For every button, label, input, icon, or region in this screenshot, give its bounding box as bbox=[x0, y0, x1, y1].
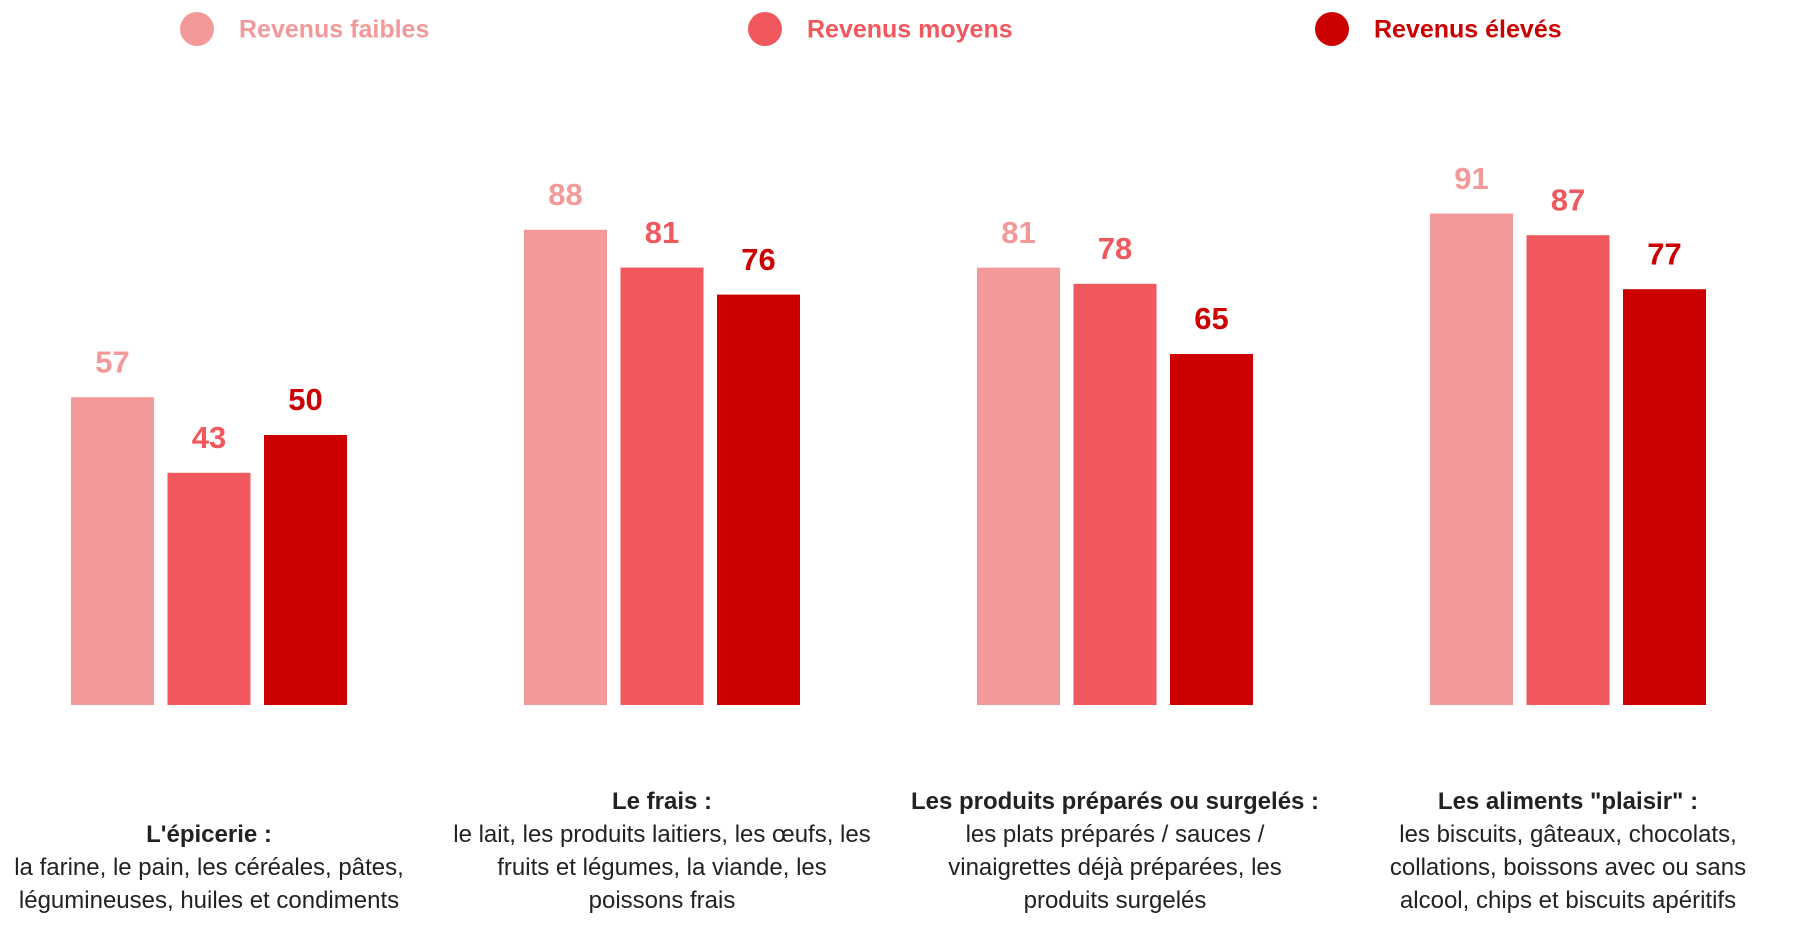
category-label: Les aliments "plaisir" : les biscuits, gâ… bbox=[1358, 785, 1778, 917]
legend-marker bbox=[180, 12, 214, 46]
category-description: les plats préparés / sauces / vinaigrett… bbox=[948, 821, 1282, 914]
legend-label: Revenus moyens bbox=[807, 16, 1013, 44]
legend-label: Revenus faibles bbox=[239, 16, 429, 44]
data-label: 81 bbox=[645, 215, 679, 250]
category-description: les biscuits, gâteaux, chocolats, collat… bbox=[1389, 821, 1747, 914]
category-description: le lait, les produits laitiers, les œufs… bbox=[453, 821, 871, 914]
bar bbox=[167, 472, 251, 705]
bar bbox=[717, 294, 800, 705]
bar bbox=[620, 267, 704, 705]
bar bbox=[1526, 235, 1610, 705]
data-label: 81 bbox=[1001, 215, 1035, 250]
bar bbox=[1170, 354, 1253, 705]
category-title: Les aliments "plaisir" : bbox=[1437, 788, 1699, 815]
category-label: Le frais : le lait, les produits laitiers… bbox=[452, 785, 872, 917]
bar bbox=[1623, 289, 1706, 705]
data-label: 78 bbox=[1098, 231, 1132, 266]
category-label: L'épicerie : la farine, le pain, les céré… bbox=[0, 818, 419, 917]
legend-label: Revenus élevés bbox=[1374, 16, 1562, 44]
legend-marker bbox=[748, 12, 782, 46]
data-label: 88 bbox=[548, 177, 582, 212]
category-title: Les produits préparés ou surgelés : bbox=[910, 788, 1320, 815]
bar bbox=[1073, 283, 1157, 705]
data-label: 43 bbox=[192, 420, 226, 455]
data-label: 91 bbox=[1454, 161, 1488, 196]
data-label: 50 bbox=[288, 382, 322, 417]
bar bbox=[1430, 213, 1513, 705]
category-title: Le frais : bbox=[611, 788, 713, 815]
bar bbox=[524, 229, 607, 706]
bar bbox=[264, 435, 347, 705]
category-title: L'épicerie : bbox=[146, 821, 272, 848]
data-label: 57 bbox=[95, 344, 129, 379]
data-label: 65 bbox=[1194, 301, 1228, 336]
bar bbox=[71, 397, 154, 705]
data-label: 77 bbox=[1647, 236, 1681, 271]
category-label: Les produits préparés ou surgelés : les p… bbox=[905, 785, 1325, 917]
data-label: 87 bbox=[1551, 182, 1585, 217]
category-description: la farine, le pain, les céréales, pâtes,… bbox=[14, 854, 404, 914]
legend-marker bbox=[1315, 12, 1349, 46]
bar bbox=[977, 267, 1060, 705]
data-label: 76 bbox=[741, 242, 775, 277]
